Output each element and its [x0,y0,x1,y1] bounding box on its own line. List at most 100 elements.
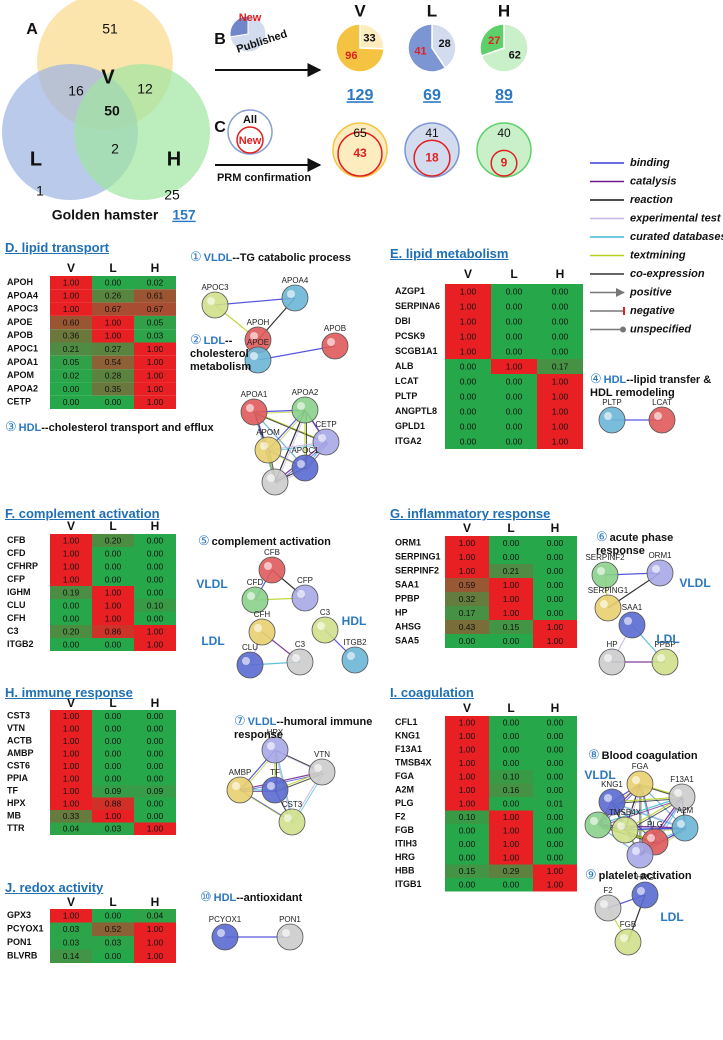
heat-cell [533,634,577,648]
column-header: H [151,261,160,275]
node-highlight [284,814,292,822]
cell-value: 1.00 [63,711,80,721]
heat-cell [92,369,134,383]
node-highlight [677,820,685,828]
cell-value: 0.00 [503,718,520,728]
cell-value: 0.00 [147,811,164,821]
row-label: TF [7,786,18,796]
cell-value: 0.10 [503,772,520,782]
network-node [226,776,254,804]
node-highlight [246,404,254,412]
heat-cell [445,606,489,620]
heat-cell [489,797,533,811]
cell-value: 0.00 [105,561,122,571]
heat-cell [489,851,533,865]
cell-value: 0.14 [63,951,80,961]
network-node [261,468,289,496]
network-node [598,648,626,676]
heat-cell [134,822,176,835]
cell-value: 0.20 [63,626,80,636]
cell-value: 0.00 [147,711,164,721]
heat-cell [533,797,577,811]
network-title: ⑨ platelet activation [585,868,720,883]
group-total: 69 [423,87,441,104]
pie-slice [431,23,457,69]
heat-cell [92,355,134,370]
cell-value: 1.00 [63,761,80,771]
heat-cell [445,824,489,838]
cell-value: 0.00 [503,552,520,562]
cell-value: 1.00 [63,304,80,314]
row-label: APOE [7,317,33,327]
cell-value: 0.32 [459,594,476,604]
cell-value: 0.00 [460,361,477,371]
row-label: APOH [7,277,33,287]
heat-cell [537,404,583,419]
node-label: APOC1 [291,446,319,455]
network-text: acute phase response [596,532,674,557]
node-highlight [604,654,612,662]
pie-value: 41 [414,45,426,57]
cell-value: 0.00 [547,731,564,741]
node-label: A2M [677,806,694,815]
heat-cell [50,547,92,560]
cell-value: 0.00 [506,316,523,326]
node-highlight [632,847,640,855]
network-node [626,770,654,798]
node-label: F2 [603,886,613,895]
cell-value: 0.00 [459,880,476,890]
heat-cell [489,824,533,838]
row-label: PCYOX1 [7,924,44,934]
cell-value: 0.00 [147,561,164,571]
group-total: 129 [347,87,374,104]
heat-cell [537,329,583,344]
heat-cell [134,747,176,760]
cell-value: 0.00 [506,376,523,386]
prm-value: 43 [353,146,367,160]
heat-cell [134,534,176,547]
row-label: F2 [395,812,406,822]
network-node [278,808,306,836]
cell-value: 0.00 [459,853,476,863]
legend-circle [236,126,264,154]
node-label: APOH [247,318,270,327]
cell-value: 0.00 [105,548,122,558]
node-label: CLU [242,643,258,652]
column-header: V [463,701,471,715]
venn-count: 51 [102,21,118,37]
node-label: ITGB2 [343,638,367,647]
cell-value: 0.03 [63,924,80,934]
heat-cell [92,735,134,748]
network-number: ⑦ [234,713,246,728]
heat-cell [134,329,176,343]
heat-cell [489,550,533,564]
cell-value: 0.60 [63,317,80,327]
heat-cell [92,949,134,963]
network-node [614,928,642,956]
column-header: H [151,895,160,909]
network-node [611,816,639,844]
cell-value: 0.00 [63,600,80,610]
cell-value: 0.00 [503,799,520,809]
heat-cell [50,599,92,612]
network-number: ① [190,249,202,264]
cell-value: 0.00 [459,839,476,849]
cell-value: 0.00 [506,391,523,401]
group-label: V [354,1,366,20]
heat-cell [445,578,489,592]
heat-cell [50,395,92,409]
heat-cell [92,276,134,290]
cell-value: 0.00 [105,761,122,771]
panel-title: J. redox activity [5,880,104,895]
heat-cell [50,936,92,950]
cell-value: 0.00 [105,639,122,649]
cell-value: 0.54 [105,357,122,367]
cell-value: 0.00 [547,826,564,836]
cell-value: 1.00 [63,786,80,796]
cell-value: 1.00 [63,535,80,545]
legend-label: textmining [630,249,686,261]
cell-value: 0.00 [503,758,520,768]
row-label: SAA1 [395,579,419,589]
heat-cell [50,747,92,760]
network-node [240,398,268,426]
